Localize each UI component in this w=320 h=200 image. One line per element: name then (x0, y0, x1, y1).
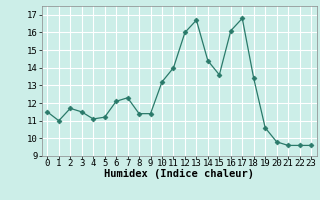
X-axis label: Humidex (Indice chaleur): Humidex (Indice chaleur) (104, 169, 254, 179)
